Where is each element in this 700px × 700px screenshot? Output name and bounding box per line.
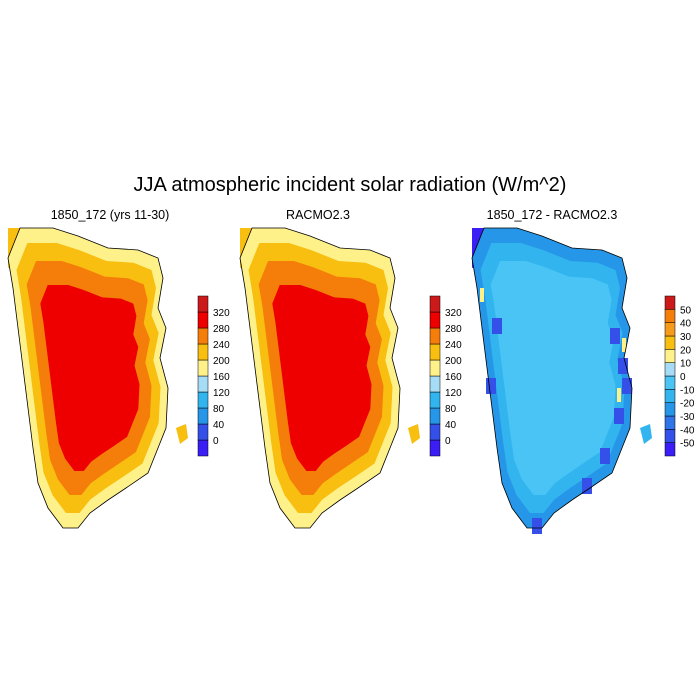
colorbar-tick-label: -50	[680, 439, 695, 450]
coastal-patch-2	[622, 378, 632, 394]
iceland-fragment	[640, 424, 652, 444]
colorbar-cell-7	[664, 349, 676, 363]
colorbar-cell-9	[197, 295, 209, 313]
colorbar-tick-label: 20	[680, 345, 692, 356]
colorbar-cell-8	[664, 335, 676, 350]
colorbar-panel-3: -50 -40 -30 -20 -10 0 10 20 30 40 50	[664, 295, 695, 457]
coastal-patch-7	[492, 318, 502, 334]
colorbar-tick-label: 80	[213, 404, 225, 415]
colorbar-tick-label: 240	[445, 340, 462, 351]
colorbar-cell-5	[664, 375, 676, 390]
map-panel-0	[7, 227, 188, 529]
colorbar-tick-label: 280	[445, 324, 462, 335]
colorbar-cell-0	[197, 439, 209, 457]
colorbar-cell-9	[429, 295, 441, 313]
colorbar-tick-label: -20	[680, 399, 695, 410]
colorbar-cell-1	[664, 429, 676, 443]
colorbar-cell-7	[429, 327, 441, 345]
colorbar-cell-0	[664, 442, 676, 457]
map-panel-2	[471, 227, 652, 534]
coastal-positive-2	[480, 288, 484, 302]
colorbar-tick-label: 0	[445, 436, 451, 447]
colorbar-cell-4	[664, 389, 676, 403]
colorbar-cell-3	[197, 391, 209, 409]
colorbar-tick-label: 120	[445, 388, 462, 399]
colorbar-tick-label: 280	[213, 324, 230, 335]
coastal-patch-5	[582, 478, 592, 494]
colorbar-cell-2	[197, 407, 209, 425]
coastal-patch-3	[614, 408, 624, 424]
colorbar-tick-label: 120	[213, 388, 230, 399]
colorbar-tick-label: 40	[680, 319, 692, 330]
colorbar-cell-2	[664, 415, 676, 430]
colorbar-tick-label: 200	[445, 356, 462, 367]
coastline	[471, 227, 633, 529]
colorbar-tick-label: 200	[213, 356, 230, 367]
coastal-positive-1	[617, 388, 621, 402]
colorbar-tick-label: 320	[213, 308, 230, 319]
coastline	[7, 227, 169, 529]
colorbar-cell-6	[429, 343, 441, 361]
colorbar-tick-label: 80	[445, 404, 457, 415]
colorbar-tick-label: -10	[680, 385, 695, 396]
colorbar-tick-label: 320	[445, 308, 462, 319]
colorbar-cell-8	[429, 311, 441, 329]
colorbar-cell-9	[664, 322, 676, 337]
colorbar-tick-label: 0	[680, 372, 686, 383]
colorbar-cell-11	[664, 295, 676, 310]
colorbar-tick-label: 160	[445, 372, 462, 383]
map-panel-1	[239, 227, 420, 529]
value-band-3	[40, 285, 140, 471]
colorbar-cell-1	[197, 423, 209, 441]
colorbar-cell-4	[429, 375, 441, 393]
value-band-3	[504, 285, 604, 471]
colorbar-cell-4	[197, 375, 209, 393]
colorbar-tick-label: 30	[680, 332, 692, 343]
colorbar-cell-0	[429, 439, 441, 457]
colorbar-cell-3	[664, 402, 676, 417]
coastline	[239, 227, 401, 529]
coastal-patch-8	[486, 378, 496, 394]
colorbar-tick-label: -30	[680, 412, 695, 423]
colorbar-cell-6	[197, 343, 209, 361]
colorbar-cell-6	[664, 362, 676, 377]
colorbar-tick-label: 40	[445, 420, 457, 431]
coastal-patch-4	[600, 448, 610, 464]
colorbar-panel-2: 0 40 80 120 160 200 240 280 320	[429, 295, 462, 457]
panel-title-diff: 1850_172 - RACMO2.3	[486, 208, 618, 222]
iceland-fragment	[408, 424, 420, 444]
colorbar-cell-5	[429, 359, 441, 377]
coastal-patch-6	[532, 518, 542, 534]
panel-title-1850: 1850_172 (yrs 11-30)	[50, 208, 170, 222]
coastal-patch-0	[610, 328, 620, 344]
colorbar-tick-label: 0	[213, 436, 219, 447]
colorbar-cell-10	[664, 309, 676, 323]
colorbar-cell-1	[429, 423, 441, 441]
iceland-fragment	[176, 424, 188, 444]
colorbar-tick-label: 240	[213, 340, 230, 351]
colorbar-cell-2	[429, 407, 441, 425]
colorbar-tick-label: 160	[213, 372, 230, 383]
panel-title-racmo: RACMO2.3	[286, 208, 350, 222]
colorbar-tick-label: 50	[680, 305, 692, 316]
colorbar-panel-1: 0 40 80 120 160 200 240 280 320	[197, 295, 230, 457]
coastal-positive-0	[622, 338, 626, 352]
colorbar-tick-label: 40	[213, 420, 225, 431]
colorbar-cell-5	[197, 359, 209, 377]
colorbar-tick-label: -40	[680, 425, 695, 436]
figure-title: JJA atmospheric incident solar radiation…	[133, 174, 567, 196]
colorbar-cell-8	[197, 311, 209, 329]
value-band-3	[272, 285, 372, 471]
colorbar-cell-3	[429, 391, 441, 409]
colorbar-tick-label: 10	[680, 359, 692, 370]
colorbar-cell-7	[197, 327, 209, 345]
coastal-patch-1	[618, 358, 628, 374]
